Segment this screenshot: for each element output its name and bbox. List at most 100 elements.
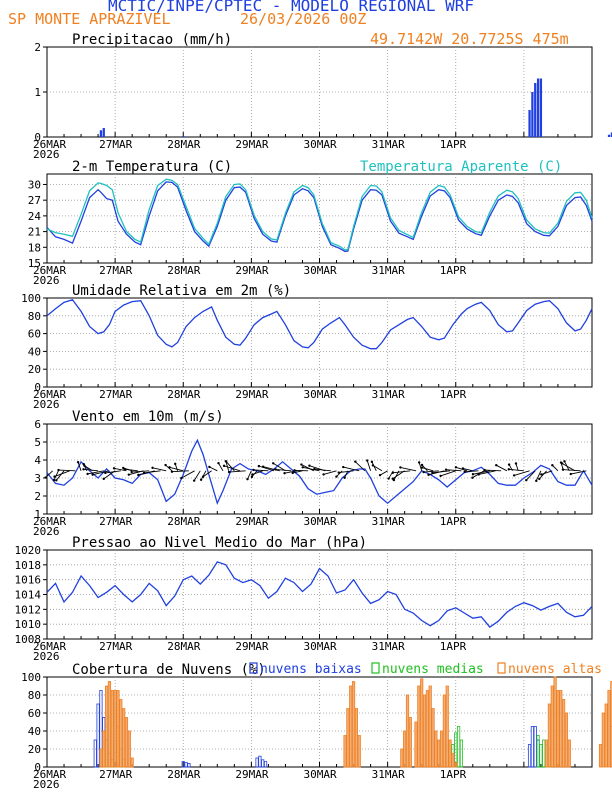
wind-arrow bbox=[421, 464, 428, 472]
wind-arrow bbox=[541, 470, 553, 475]
wind-arrow-head bbox=[507, 463, 511, 466]
cloud-bar-0 bbox=[533, 726, 537, 768]
wind-arrow bbox=[253, 469, 269, 472]
wind-arrow-head bbox=[180, 476, 183, 480]
wind-arrow bbox=[372, 465, 383, 472]
wind-ytick-label: 4 bbox=[34, 454, 41, 467]
wind-arrow-head bbox=[293, 469, 296, 472]
cloud-bar-2 bbox=[445, 685, 449, 768]
wind-arrow-head bbox=[44, 476, 47, 479]
wind-arrow-head bbox=[164, 463, 167, 467]
cloud-bar-2 bbox=[343, 735, 347, 768]
wind-arrow bbox=[515, 463, 519, 471]
wind-arrow bbox=[462, 467, 473, 472]
wind-arrow bbox=[478, 470, 496, 475]
wind-arrow-head bbox=[252, 468, 255, 472]
wind-arrow bbox=[538, 470, 547, 480]
precip-bar bbox=[539, 78, 543, 137]
wind-arrow-head bbox=[130, 470, 133, 474]
wind-arrow bbox=[562, 469, 581, 472]
temp-xtick-label: 28MAR bbox=[167, 264, 200, 277]
rh-xtick-label: 26MAR bbox=[33, 388, 66, 401]
wind-arrow bbox=[181, 470, 195, 479]
precip-year-label: 2026 bbox=[33, 148, 60, 161]
cloud-bar-2 bbox=[448, 739, 452, 768]
cloud-bar-0 bbox=[96, 703, 100, 768]
clouds-title: Cobertura de Nuvens (%) bbox=[72, 662, 266, 678]
wind-arrow-head bbox=[322, 473, 325, 476]
wind-title: Vento em 10m (m/s) bbox=[72, 409, 224, 425]
wind-arrow bbox=[225, 461, 235, 472]
cloud-bar-2 bbox=[607, 690, 611, 768]
cloud-bar-2 bbox=[346, 708, 350, 768]
rh-xtick-label: 29MAR bbox=[235, 388, 268, 401]
cloud-bar-2 bbox=[403, 730, 407, 768]
temp-ytick-label: 21 bbox=[28, 226, 41, 239]
rh-ytick-label: 100 bbox=[21, 292, 41, 305]
wind-arrow-head bbox=[208, 465, 211, 469]
rh-xtick-label: 1APR bbox=[440, 388, 467, 401]
cloud-bar-2 bbox=[357, 735, 361, 768]
wind-arrow-head bbox=[337, 471, 340, 474]
wind-arrow-head bbox=[301, 466, 304, 469]
wind-arrow bbox=[366, 460, 372, 471]
wind-arrow bbox=[229, 470, 246, 473]
rh-xtick-label: 30MAR bbox=[304, 388, 337, 401]
pres-xtick-label: 26MAR bbox=[33, 640, 66, 653]
wind-arrow-head bbox=[471, 473, 475, 476]
precip-bar bbox=[536, 78, 540, 137]
wind-arrow bbox=[484, 469, 502, 472]
wind-arrow bbox=[263, 466, 280, 472]
wind-arrow-head bbox=[261, 465, 265, 468]
cloud-bar-2 bbox=[422, 694, 427, 768]
cloud-bar-0 bbox=[184, 762, 188, 768]
wind-arrow bbox=[570, 470, 587, 475]
run-label: 26/03/2026 00Z bbox=[240, 10, 367, 28]
wind-arrow-head bbox=[540, 473, 543, 476]
wind-arrow bbox=[45, 470, 53, 478]
wind-arrow-head bbox=[420, 466, 424, 469]
wind-arrow-head bbox=[291, 471, 294, 475]
cloud-bar-2 bbox=[425, 690, 429, 768]
wind-arrow bbox=[55, 470, 65, 481]
temp-ytick-label: 27 bbox=[28, 194, 41, 207]
wind-arrow-head bbox=[335, 475, 338, 478]
cloud-bar-2 bbox=[127, 730, 131, 768]
precip-ytick-label: 0 bbox=[34, 131, 41, 144]
wind-arrow-head bbox=[52, 478, 56, 482]
wind-arrow-head bbox=[514, 462, 518, 465]
wind-xtick-label: 27MAR bbox=[99, 515, 132, 528]
temp-ytick-label: 30 bbox=[28, 178, 41, 191]
wind-arrow bbox=[144, 470, 161, 474]
pres-ytick-label: 1016 bbox=[15, 574, 42, 587]
cloud-bar-2 bbox=[598, 744, 603, 768]
temp-xtick-label: 31MAR bbox=[372, 264, 405, 277]
cloud-bar-2 bbox=[119, 699, 123, 768]
clouds-xtick-label: 31MAR bbox=[372, 768, 405, 781]
wind-arrow-head bbox=[483, 468, 486, 472]
wind-arrow-head bbox=[391, 471, 394, 475]
cloud-bar-2 bbox=[559, 690, 563, 768]
wind-arrow bbox=[561, 463, 576, 472]
wind-arrow bbox=[508, 468, 524, 472]
wind-arrow bbox=[314, 468, 331, 472]
rh-xtick-label: 31MAR bbox=[372, 388, 405, 401]
wind-arrow bbox=[400, 466, 417, 472]
precip-ytick-label: 1 bbox=[34, 86, 41, 99]
wind-arrow-head bbox=[283, 472, 286, 475]
precip-xtick-label: 27MAR bbox=[99, 138, 132, 151]
wind-arrow bbox=[83, 468, 99, 472]
wind-arrow-head bbox=[343, 476, 346, 480]
cloud-bar-2 bbox=[408, 717, 412, 768]
wind-arrow bbox=[223, 465, 241, 472]
wind-arrow bbox=[496, 464, 508, 472]
cloud-bar-2 bbox=[116, 690, 120, 768]
cloud-bar-2 bbox=[417, 685, 421, 768]
wind-arrow bbox=[455, 466, 468, 472]
wind-arrow bbox=[92, 470, 110, 476]
wind-arrow bbox=[440, 470, 456, 477]
wind-arrow-head bbox=[417, 461, 421, 464]
wind-arrow-head bbox=[151, 466, 154, 470]
cloud-bar-2 bbox=[428, 685, 432, 768]
wind-arrow bbox=[54, 470, 70, 477]
